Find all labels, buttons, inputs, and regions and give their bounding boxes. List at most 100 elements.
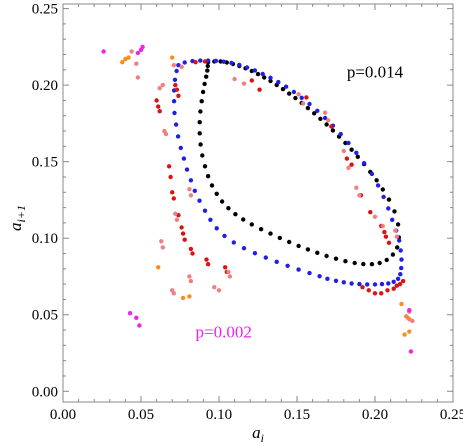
data-point [175, 134, 181, 139]
data-point [192, 188, 197, 193]
data-point [205, 63, 210, 69]
data-point [187, 274, 192, 279]
data-point [338, 131, 343, 137]
data-point [168, 174, 173, 180]
data-point [349, 147, 354, 152]
data-point [393, 228, 398, 233]
data-point [391, 279, 396, 284]
data-point [134, 61, 139, 66]
data-point [249, 222, 254, 227]
data-point [385, 288, 390, 293]
data-point [156, 265, 161, 270]
data-point [137, 323, 142, 328]
data-point [301, 101, 306, 106]
data-point [179, 225, 184, 230]
data-point [200, 153, 205, 158]
data-point [304, 95, 309, 100]
data-point [374, 178, 379, 183]
data-point [226, 269, 231, 275]
data-point [372, 282, 378, 287]
data-point [380, 187, 385, 192]
data-point [120, 60, 125, 65]
data-point [249, 78, 254, 83]
data-point [156, 104, 161, 109]
data-point [226, 206, 231, 211]
data-point [260, 71, 265, 77]
data-point [173, 211, 178, 216]
data-point [268, 231, 273, 236]
data-point [197, 120, 202, 125]
data-point [232, 76, 237, 82]
data-point [182, 60, 187, 65]
data-point [214, 191, 219, 196]
data-point [326, 118, 331, 123]
data-point [198, 58, 203, 63]
data-point [202, 208, 208, 213]
data-point [372, 291, 378, 296]
data-point [222, 233, 227, 239]
data-point [318, 116, 323, 122]
data-point [317, 274, 322, 279]
data-point [172, 77, 178, 83]
data-point [182, 237, 187, 242]
data-point [135, 75, 141, 80]
data-point [140, 44, 145, 50]
data-point [322, 115, 328, 121]
data-point [377, 260, 382, 266]
data-point [349, 281, 354, 286]
data-point [231, 240, 236, 245]
data-point [129, 49, 134, 54]
data-point [408, 349, 414, 354]
data-point [241, 217, 246, 222]
data-point [296, 92, 301, 97]
data-point [395, 276, 401, 281]
data-point [365, 282, 370, 287]
data-point [187, 187, 192, 192]
data-point [375, 183, 381, 188]
data-point [160, 82, 165, 88]
data-point [209, 183, 215, 188]
y-tick-label: 0.15 [32, 155, 58, 171]
data-point [398, 248, 403, 253]
data-point [241, 81, 247, 86]
data-point [157, 86, 162, 91]
data-point [229, 60, 234, 66]
data-point [383, 234, 389, 239]
data-point [171, 196, 176, 201]
data-point [399, 257, 404, 262]
data-point [287, 239, 292, 245]
y-tick-label: 0.10 [32, 231, 58, 247]
y-axis-title: ai+1 [6, 205, 28, 231]
data-point [184, 167, 190, 172]
annotation-label: p=0.014 [347, 63, 404, 82]
data-point [386, 206, 391, 211]
data-point [402, 332, 407, 337]
data-point [174, 217, 180, 222]
axis-ticks [62, 4, 454, 402]
data-point [333, 256, 339, 261]
data-point [188, 278, 194, 284]
x-tick-label: 0.10 [206, 407, 232, 423]
x-tick-label: 0.05 [128, 407, 154, 423]
data-point [237, 62, 242, 68]
data-point [369, 262, 375, 267]
data-point [199, 99, 204, 104]
data-point [190, 251, 195, 256]
data-point [391, 286, 396, 291]
data-point [252, 251, 258, 256]
data-point [280, 86, 286, 92]
data-point [400, 278, 406, 284]
data-point [341, 148, 346, 154]
data-point [322, 110, 328, 115]
data-point [212, 285, 217, 290]
data-point [384, 257, 389, 263]
data-point [180, 231, 186, 236]
data-point [296, 267, 301, 272]
data-point [233, 212, 238, 217]
data-points [101, 44, 415, 354]
data-point [205, 174, 211, 179]
data-point [126, 55, 131, 60]
data-point [205, 262, 211, 267]
data-point [379, 291, 384, 296]
data-point [324, 253, 329, 259]
